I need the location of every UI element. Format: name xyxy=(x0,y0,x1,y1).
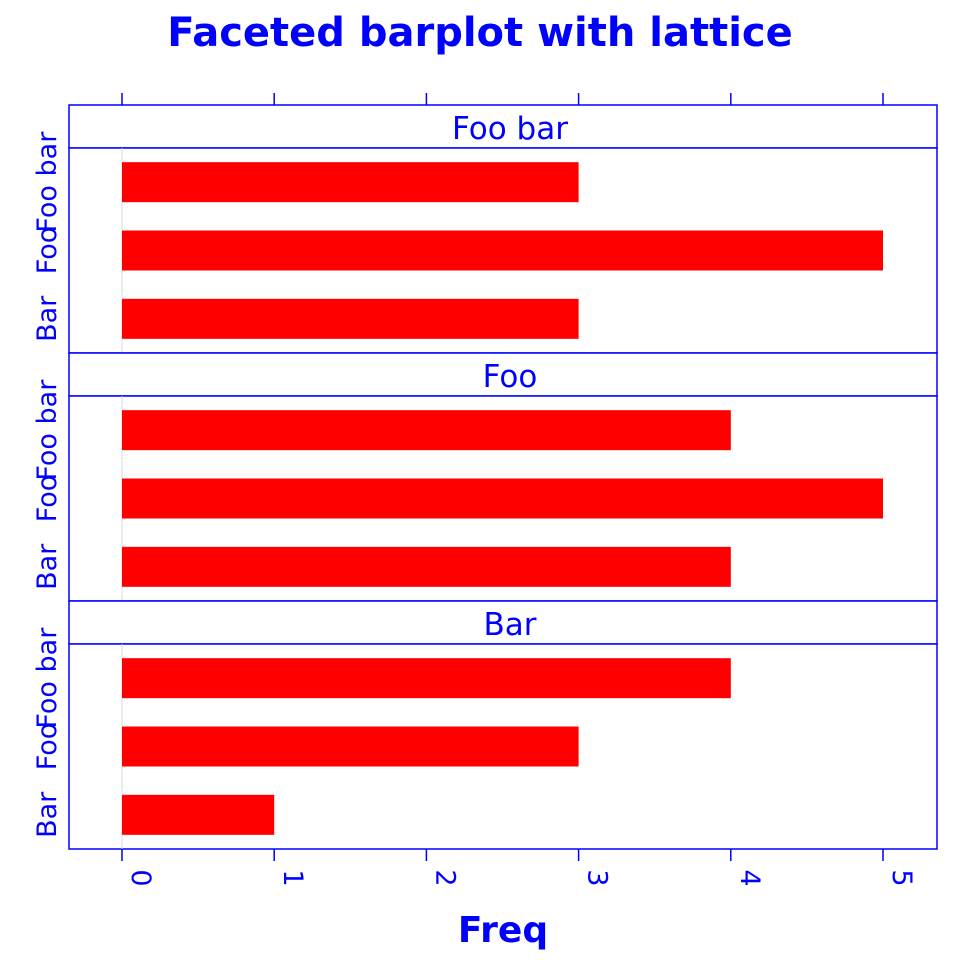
x-axis: 0 1 2 3 4 5 xyxy=(121,93,917,887)
category-label: Bar xyxy=(32,791,63,838)
category-label: Foo bar xyxy=(32,379,63,481)
category-label: Bar xyxy=(32,295,63,342)
tick-label: 5 xyxy=(886,869,917,886)
bar xyxy=(122,478,883,519)
tick-label: 2 xyxy=(429,869,460,886)
tick-label: 3 xyxy=(582,869,613,886)
category-label: Foo bar xyxy=(32,131,63,233)
strip-box xyxy=(68,104,938,149)
category-label: Foo xyxy=(32,475,63,523)
bar xyxy=(122,410,731,451)
tick-label: 4 xyxy=(734,869,765,886)
bar xyxy=(122,298,579,339)
category-label: Foo xyxy=(32,227,63,275)
bar xyxy=(122,658,731,699)
strip-label: Foo xyxy=(483,359,538,395)
bar xyxy=(122,546,731,587)
strip-box xyxy=(68,600,938,645)
chart-title: Faceted barplot with lattice xyxy=(167,10,793,56)
category-label: Bar xyxy=(32,543,63,590)
bar xyxy=(122,230,883,271)
bar xyxy=(122,794,275,835)
category-label: Foo bar xyxy=(32,627,63,729)
category-label: Foo xyxy=(32,723,63,771)
x-axis-label: Freq xyxy=(458,910,548,951)
bar xyxy=(122,726,579,767)
bar xyxy=(122,162,579,203)
strip-label: Bar xyxy=(483,607,536,643)
tick-label: 0 xyxy=(125,869,156,886)
strip-label: Foo bar xyxy=(452,111,568,147)
tick-label: 1 xyxy=(277,869,308,886)
